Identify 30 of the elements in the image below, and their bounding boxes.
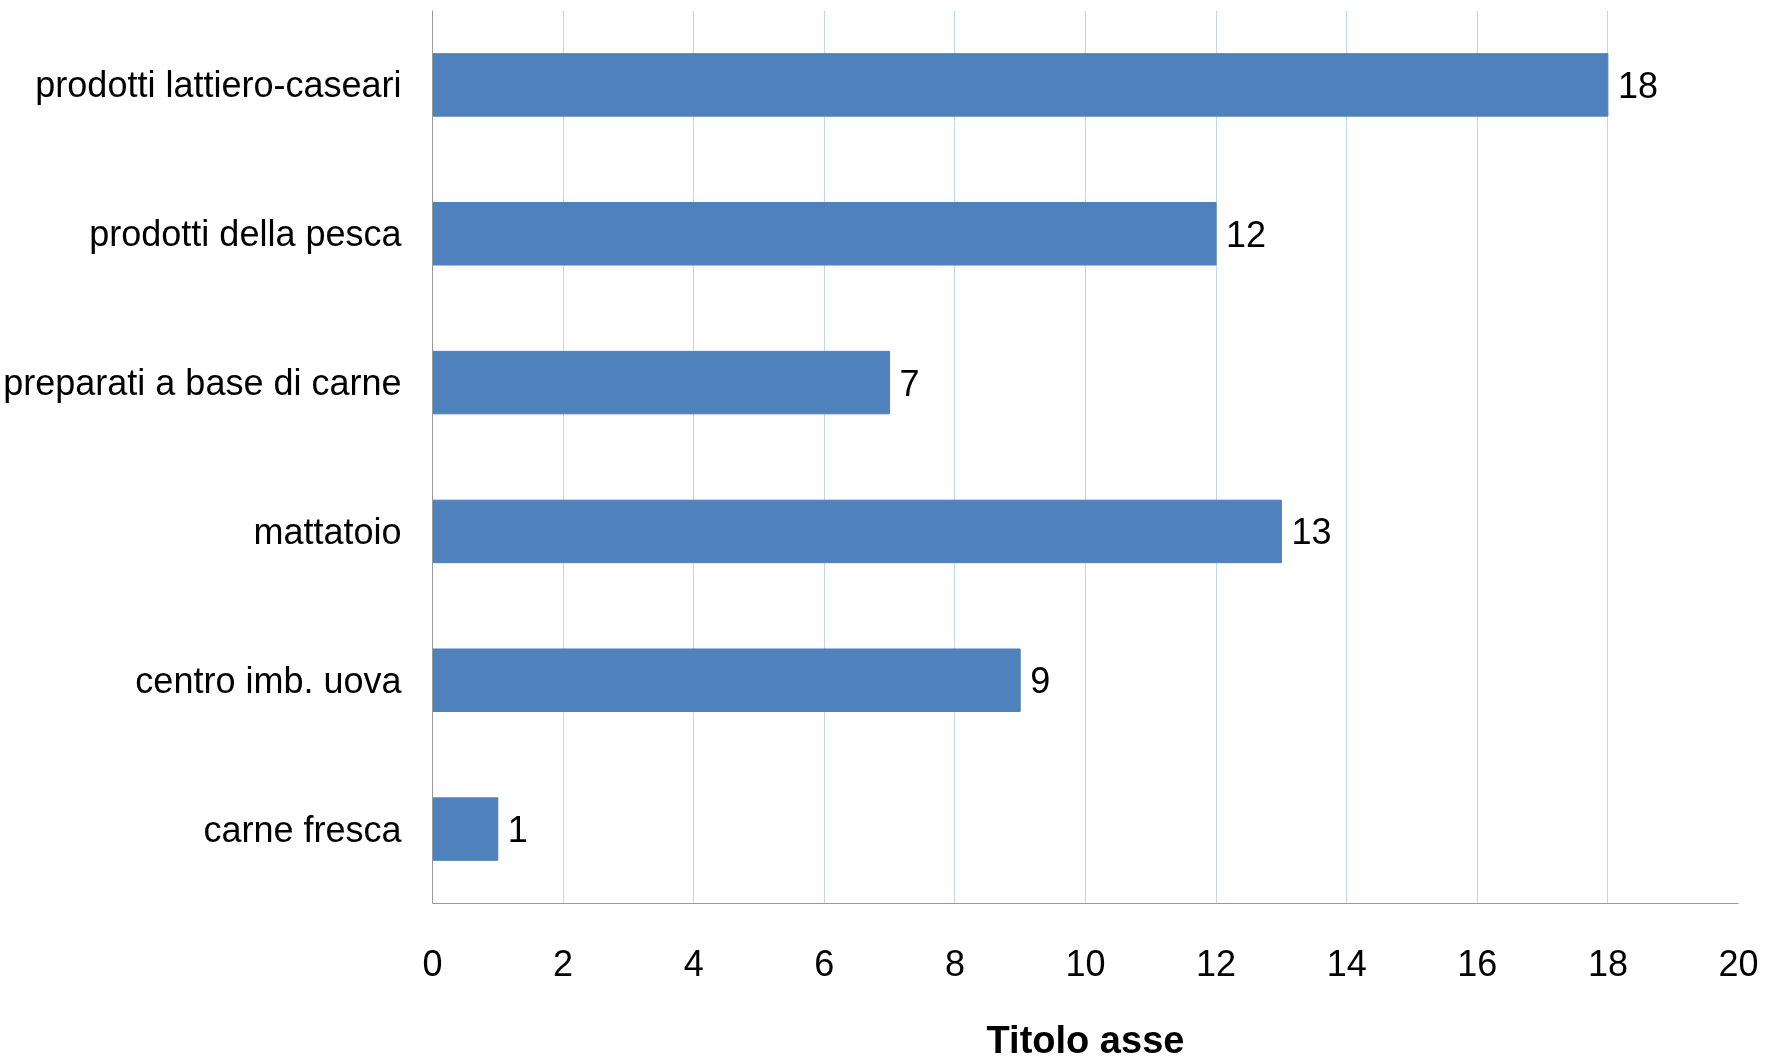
x-tick-label: 0 [422, 942, 443, 984]
bar [432, 797, 499, 861]
data-label: 12 [1226, 213, 1267, 255]
x-tick-label: 18 [1587, 942, 1628, 984]
x-tick-label: 2 [553, 942, 574, 984]
y-tick-label: prodotti lattiero-caseari [35, 64, 402, 106]
x-tick-label: 16 [1457, 942, 1498, 984]
bar [432, 499, 1282, 564]
y-tick-label: preparati a base di carne [3, 362, 402, 404]
y-tick-label: centro imb. uova [135, 659, 403, 701]
bar [432, 53, 1609, 117]
bar [432, 648, 1021, 713]
bar [432, 350, 891, 415]
x-tick-label: 8 [944, 942, 965, 984]
x-tick-label: 10 [1065, 942, 1106, 984]
x-tick-label: 14 [1326, 942, 1367, 984]
y-tick-label: carne fresca [203, 808, 403, 850]
data-label: 1 [507, 809, 528, 851]
data-label: 9 [1030, 660, 1051, 702]
y-tick-label: prodotti della pesca [89, 213, 403, 255]
x-tick-label: 6 [814, 942, 835, 984]
x-axis-title: Titolo asse [986, 1018, 1185, 1061]
y-tick-label: mattatoio [253, 510, 402, 552]
data-label: 13 [1291, 511, 1332, 553]
x-tick-label: 4 [683, 942, 704, 984]
data-label: 18 [1617, 64, 1658, 106]
data-label: 7 [899, 362, 920, 404]
x-tick-label: 20 [1718, 942, 1759, 984]
bar [432, 201, 1217, 266]
x-tick-label: 12 [1196, 942, 1237, 984]
